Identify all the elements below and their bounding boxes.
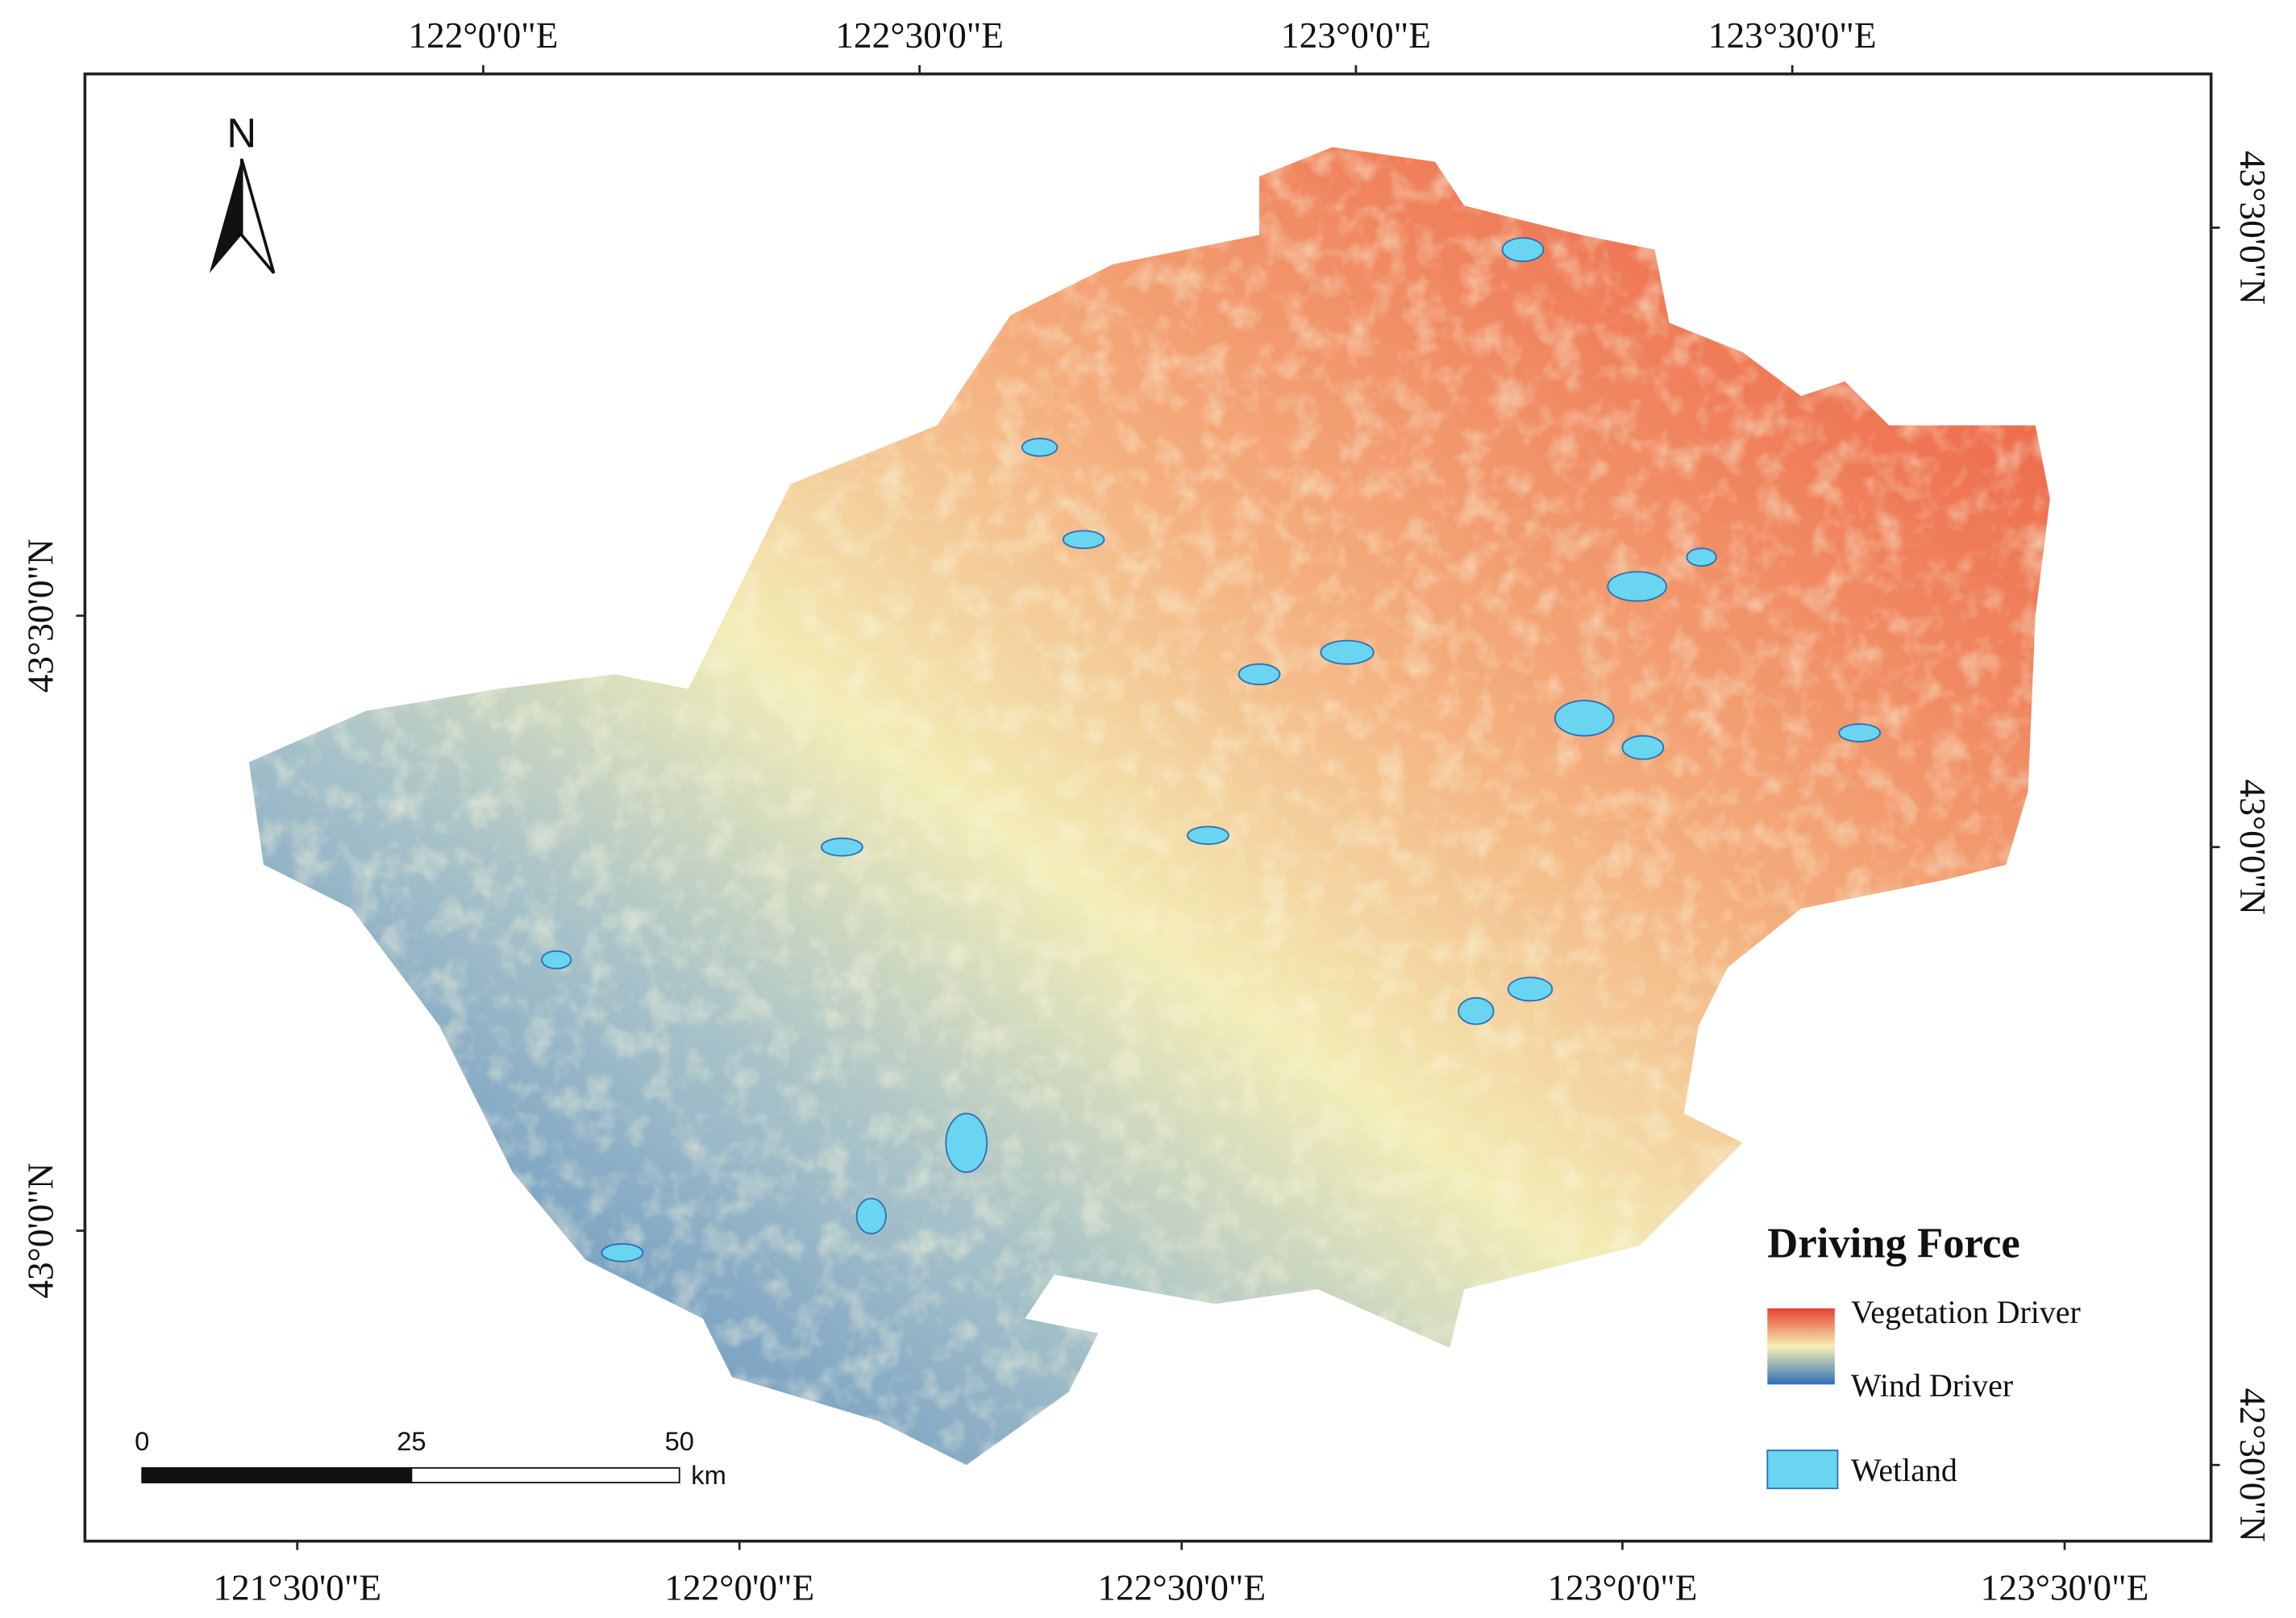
bottom-axis-label: 123°0'0"E <box>1547 1567 1697 1608</box>
wetlands <box>541 237 1882 1262</box>
top-axis-label: 123°30'0"E <box>1708 15 1877 56</box>
scale-bar: 0 25 50 km <box>135 1426 726 1490</box>
legend-swatch <box>1766 1450 1839 1490</box>
bottom-axis-label: 121°30'0"E <box>213 1567 381 1608</box>
right-axis-label: 43°30'0"N <box>2232 151 2273 305</box>
study-area <box>248 147 2050 1466</box>
bottom-axis-label: 122°30'0"E <box>1097 1567 1266 1608</box>
top-axis-label: 122°0'0"E <box>408 15 558 56</box>
legend-item: Vegetation Driver <box>1851 1294 2081 1330</box>
right-axis-label: 43°0'0"N <box>2232 780 2273 915</box>
legend-item: Wetland <box>1851 1452 1957 1488</box>
bottom-axis-label: 123°30'0"E <box>1981 1567 2149 1608</box>
scale-label: 25 <box>397 1426 426 1456</box>
bottom-axis-label: 122°0'0"E <box>664 1567 814 1608</box>
legend-ramp <box>1767 1308 1835 1385</box>
top-axis-label: 123°0'0"E <box>1281 15 1431 56</box>
scale-label: 50 <box>665 1426 694 1456</box>
legend-item: Wind Driver <box>1851 1367 2013 1404</box>
right-axis-label: 42°30'0"N <box>2232 1388 2273 1542</box>
scale-unit: km <box>691 1460 726 1490</box>
left-axis-label: 43°30'0"N <box>20 539 60 693</box>
map-frame <box>83 72 2213 1543</box>
top-axis-label: 122°30'0"E <box>835 15 1004 56</box>
north-arrow: N <box>209 110 276 274</box>
legend: Driving Force Vegetation Driver Wind Dri… <box>1766 1220 2081 1490</box>
scale-label: 0 <box>135 1426 149 1456</box>
left-axis-label: 43°0'0"N <box>20 1163 60 1298</box>
tick-marks <box>76 64 2220 1550</box>
legend-title: Driving Force <box>1767 1220 2019 1267</box>
north-label: N <box>227 110 256 156</box>
